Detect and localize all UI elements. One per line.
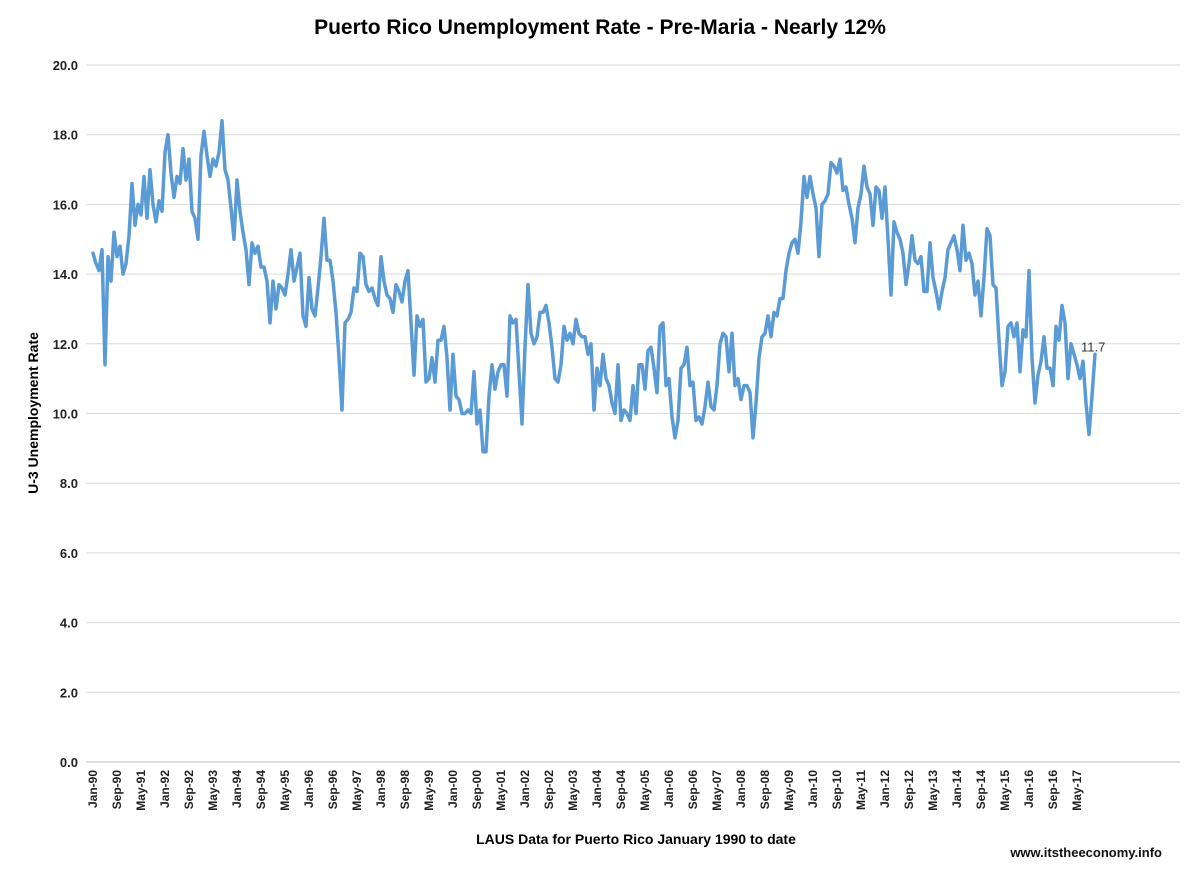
x-tick-label: May-01 [494, 770, 508, 811]
x-tick-label: May-91 [134, 770, 148, 811]
x-tick-label: Sep-10 [830, 770, 844, 810]
x-tick-label: Jan-16 [1022, 770, 1036, 808]
x-tick-label: May-99 [422, 770, 436, 811]
last-value-label: 11.7 [1081, 339, 1105, 354]
x-tick-label: Jan-94 [230, 770, 244, 808]
x-tick-label: Sep-98 [398, 770, 412, 810]
x-tick-label: May-11 [854, 770, 868, 810]
x-tick-label: Jan-04 [590, 770, 604, 808]
x-tick-label: Jan-06 [662, 770, 676, 808]
y-tick-label: 0.0 [60, 755, 78, 770]
x-tick-label: Jan-90 [86, 770, 100, 808]
y-tick-label: 4.0 [60, 616, 78, 631]
x-tick-label: Jan-92 [158, 770, 172, 808]
x-tick-label: Sep-14 [974, 770, 988, 810]
x-tick-label: Jan-02 [518, 770, 532, 808]
y-tick-label: 2.0 [60, 685, 78, 700]
gridlines [86, 64, 1180, 763]
x-tick-label: Jan-12 [878, 770, 892, 808]
y-tick-label: 14.0 [53, 267, 78, 282]
x-tick-label: Sep-12 [902, 770, 916, 810]
x-tick-label: May-97 [350, 770, 364, 811]
x-tick-label: Sep-00 [470, 770, 484, 810]
x-tick-label: May-13 [926, 770, 940, 811]
x-tick-label: Sep-96 [326, 770, 340, 810]
x-tick-label: May-95 [278, 770, 292, 811]
x-tick-label: May-07 [710, 770, 724, 811]
y-tick-label: 6.0 [60, 546, 78, 561]
x-tick-label: Sep-08 [758, 770, 772, 810]
y-tick-label: 10.0 [53, 407, 78, 422]
x-tick-label: Jan-98 [374, 770, 388, 808]
x-tick-label: Sep-16 [1046, 770, 1060, 810]
source-credit: www.itstheeconomy.info [1010, 845, 1162, 860]
x-tick-label: Jan-96 [302, 770, 316, 808]
x-tick-label: May-93 [206, 770, 220, 811]
x-tick-label: Sep-90 [110, 770, 124, 810]
x-tick-label: Sep-02 [542, 770, 556, 810]
x-tick-label: Sep-06 [686, 770, 700, 810]
x-tick-label: Jan-14 [950, 770, 964, 808]
chart-title: Puerto Rico Unemployment Rate - Pre-Mari… [314, 16, 886, 39]
x-tick-label: Sep-94 [254, 770, 268, 810]
x-tick-label: Jan-00 [446, 770, 460, 808]
y-axis-label: U-3 Unemployment Rate [25, 332, 41, 494]
x-tick-label: Sep-92 [182, 770, 196, 810]
y-tick-label: 18.0 [53, 128, 78, 143]
series-line-unemployment [91, 119, 1097, 454]
x-tick-label: Jan-10 [806, 770, 820, 808]
x-axis-ticks: Jan-90 Sep-90 May-91 Jan-92 Sep-92 May-93 Jan-… [86, 770, 1084, 811]
x-tick-label: Jan-08 [734, 770, 748, 808]
x-tick-label: May-05 [638, 770, 652, 811]
x-tick-label: May-17 [1070, 770, 1084, 811]
y-tick-label: 16.0 [53, 197, 78, 212]
y-tick-label: 20.0 [53, 58, 78, 73]
x-tick-label: May-09 [782, 770, 796, 811]
x-tick-label: Sep-04 [614, 770, 628, 810]
y-tick-label: 12.0 [53, 337, 78, 352]
y-tick-label: 8.0 [60, 476, 78, 491]
x-axis-label: LAUS Data for Puerto Rico January 1990 t… [476, 831, 796, 847]
x-tick-label: May-03 [566, 770, 580, 811]
y-axis-ticks: 0.0 2.0 4.0 6.0 8.0 10.0 12.0 14.0 16.0 18.0 20.0 [53, 58, 78, 770]
x-tick-label: May-15 [998, 770, 1012, 811]
